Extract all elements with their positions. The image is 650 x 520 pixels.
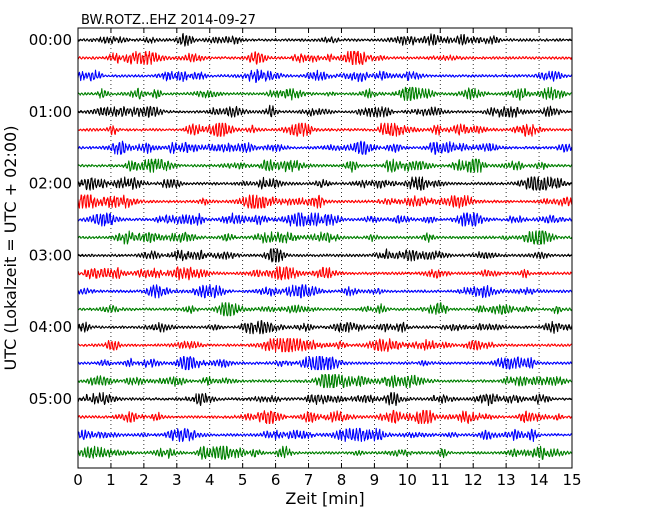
trace-line [77, 176, 573, 191]
trace-line [77, 122, 573, 137]
x-tick-label: 10 [398, 471, 417, 489]
trace-line [77, 212, 573, 227]
trace-line [77, 248, 573, 263]
y-tick-label: 03:00 [29, 246, 72, 264]
x-tick-label: 1 [106, 471, 116, 489]
x-tick-label: 8 [337, 471, 347, 489]
x-tick-label: 0 [73, 471, 83, 489]
trace-line [77, 284, 573, 299]
trace-line [77, 86, 573, 101]
trace-line [77, 104, 573, 118]
trace-line [77, 391, 573, 407]
x-tick-label: 14 [530, 471, 549, 489]
y-tick-label: 00:00 [29, 31, 72, 49]
y-axis-label: UTC (Lokalzeit = UTC + 02:00) [1, 126, 20, 371]
x-tick-label: 11 [431, 471, 450, 489]
x-axis-label: Zeit [min] [285, 489, 364, 508]
x-tick-label: 15 [562, 471, 581, 489]
grid-lines [110, 28, 540, 468]
x-tick-label: 4 [205, 471, 215, 489]
trace-line [77, 158, 573, 173]
trace-line [77, 338, 573, 353]
x-tick-label: 3 [172, 471, 182, 489]
x-tick-label: 7 [304, 471, 314, 489]
trace-line [77, 427, 573, 442]
trace-line [77, 140, 573, 155]
x-tick-label: 2 [139, 471, 149, 489]
trace-line [77, 50, 573, 65]
trace-line [77, 320, 573, 335]
x-tick-label: 5 [238, 471, 248, 489]
chart-title: BW.ROTZ..EHZ 2014-09-27 [81, 13, 256, 28]
trace-line [77, 68, 573, 83]
trace-line [77, 266, 573, 281]
trace-line [77, 445, 573, 460]
seismic-traces [77, 32, 573, 460]
y-tick-label: 04:00 [29, 318, 72, 336]
y-tick-label: 02:00 [29, 175, 72, 193]
plot-frame [77, 27, 573, 469]
x-tick-label: 13 [497, 471, 516, 489]
x-tick-label: 12 [464, 471, 483, 489]
trace-line [77, 230, 573, 245]
x-tick-label: 9 [370, 471, 380, 489]
y-tick-label: 01:00 [29, 103, 72, 121]
trace-line [77, 409, 573, 424]
axis-ticks: 0 1 2 3 4 5 6 7 8 9 10 11 12 13 14 1500:0001:0002:0003:… [29, 28, 582, 489]
trace-line [77, 374, 573, 389]
trace-line [77, 302, 573, 317]
trace-line [77, 356, 573, 371]
y-tick-label: 05:00 [29, 390, 72, 408]
trace-line [77, 32, 573, 47]
x-tick-label: 6 [271, 471, 281, 489]
trace-line [77, 194, 573, 209]
